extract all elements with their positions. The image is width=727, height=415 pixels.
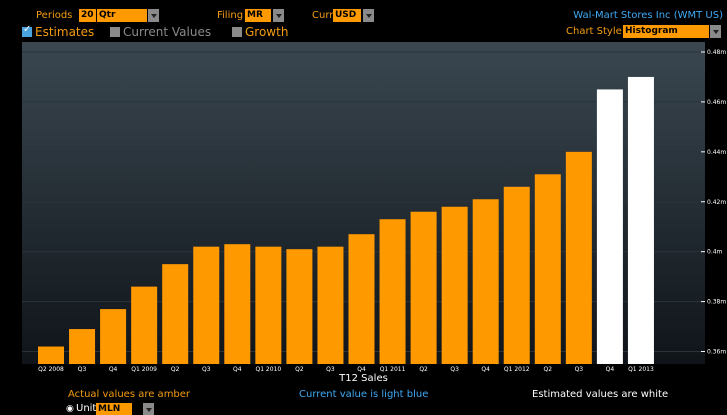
y-tick-label: 0.36m [707, 349, 726, 356]
bar[interactable] [317, 246, 344, 364]
bar[interactable] [286, 249, 313, 364]
toolbar: Periods 20 Qtr Filing MR Curr USD Wal-Ma… [0, 9, 727, 23]
x-tick-label: Q3 [575, 366, 584, 372]
bar[interactable] [379, 219, 406, 364]
growth-checkbox[interactable] [232, 27, 242, 37]
current-values-label: Current Values [123, 25, 212, 39]
current-value-note: Current value is light blue [299, 389, 429, 400]
current-values-checkbox[interactable] [110, 27, 120, 37]
bar[interactable] [596, 89, 623, 364]
bar[interactable] [193, 246, 220, 364]
bar[interactable] [627, 76, 654, 364]
x-tick-label: Q2 [419, 366, 428, 372]
filing-dropdown-icon[interactable] [273, 9, 284, 22]
bar[interactable] [162, 264, 189, 364]
chart-style-dropdown-icon[interactable] [710, 25, 721, 38]
x-tick-label: Q3 [450, 366, 459, 372]
x-tick-label: Q4 [606, 366, 615, 372]
bar[interactable] [348, 234, 375, 364]
x-tick-label: Q4 [233, 366, 242, 372]
x-tick-label: Q1 2013 [628, 366, 654, 372]
x-tick-label: Q4 [109, 366, 118, 372]
x-tick-label: Q1 2011 [380, 366, 406, 372]
bar[interactable] [534, 174, 561, 364]
estimates-label: Estimates [35, 25, 95, 39]
estimated-values-note: Estimated values are white [532, 389, 669, 400]
company-name: Wal-Mart Stores Inc (WMT US) [573, 10, 723, 21]
periods-input[interactable]: 20 [79, 9, 96, 22]
y-tick-label: 0.42m [707, 199, 726, 206]
bar[interactable] [255, 246, 282, 364]
chart-area: Q2 2008 Q3 Q4 Q1 2009 Q2 Q3 Q4 Q1 2010 Q2 Q3 Q4 Q1 … [0, 42, 727, 373]
y-tick-label: 0.44m [707, 149, 726, 156]
bar[interactable] [503, 186, 530, 364]
currency-select[interactable]: USD [333, 9, 361, 22]
bar[interactable] [472, 199, 499, 364]
bar[interactable] [565, 151, 592, 364]
x-tick-label: Q3 [202, 366, 211, 372]
x-tick-label: Q3 [326, 366, 335, 372]
periods-label: Periods [36, 10, 73, 21]
x-axis-title: T12 Sales [339, 373, 388, 384]
actual-values-note: Actual values are amber [68, 389, 191, 400]
growth-label: Growth [245, 25, 289, 39]
x-tick-label: Q2 [544, 366, 553, 372]
y-tick-label: 0.4m [707, 249, 723, 256]
x-tick-label: Q1 2012 [504, 366, 530, 372]
bar[interactable] [441, 206, 468, 364]
options-row: Estimates Current Values Growth Chart St… [0, 24, 727, 39]
units-dropdown-icon[interactable] [143, 403, 154, 415]
units-label: Units [76, 403, 102, 414]
sales-histogram: Q2 2008 Q3 Q4 Q1 2009 Q2 Q3 Q4 Q1 2010 Q2 Q3 Q4 Q1 … [22, 42, 726, 373]
y-tick-label: 0.48m [707, 49, 726, 56]
bar[interactable] [38, 346, 64, 364]
estimates-checkbox[interactable] [22, 24, 32, 37]
chart-style-select[interactable]: Histogram [623, 25, 709, 38]
frequency-select[interactable]: Qtr [97, 9, 147, 22]
bar[interactable] [69, 329, 96, 364]
bar[interactable] [100, 309, 127, 364]
y-tick-label: 0.38m [707, 299, 726, 306]
x-tick-label: Q2 [171, 366, 180, 372]
filing-label: Filing [217, 10, 244, 21]
frequency-dropdown-icon[interactable] [148, 9, 159, 22]
x-tick-label: Q4 [357, 366, 366, 372]
x-tick-label: Q1 2009 [131, 366, 157, 372]
bar[interactable] [131, 286, 158, 364]
x-tick-label: Q4 [481, 366, 490, 372]
x-tick-label: Q1 2010 [255, 366, 281, 372]
y-tick-label: 0.46m [707, 99, 726, 106]
x-tick-label: Q2 2008 [38, 366, 64, 372]
bar[interactable] [224, 244, 251, 364]
x-tick-label: Q3 [78, 366, 87, 372]
currency-dropdown-icon[interactable] [363, 9, 374, 22]
units-radio-icon[interactable]: ◉ [66, 404, 74, 414]
x-tick-label: Q2 [295, 366, 304, 372]
currency-label: Curr [312, 10, 334, 21]
bar[interactable] [410, 211, 437, 364]
units-select[interactable]: MLN [96, 403, 132, 415]
chart-style-label: Chart Style [566, 26, 622, 37]
filing-select[interactable]: MR [245, 9, 271, 22]
